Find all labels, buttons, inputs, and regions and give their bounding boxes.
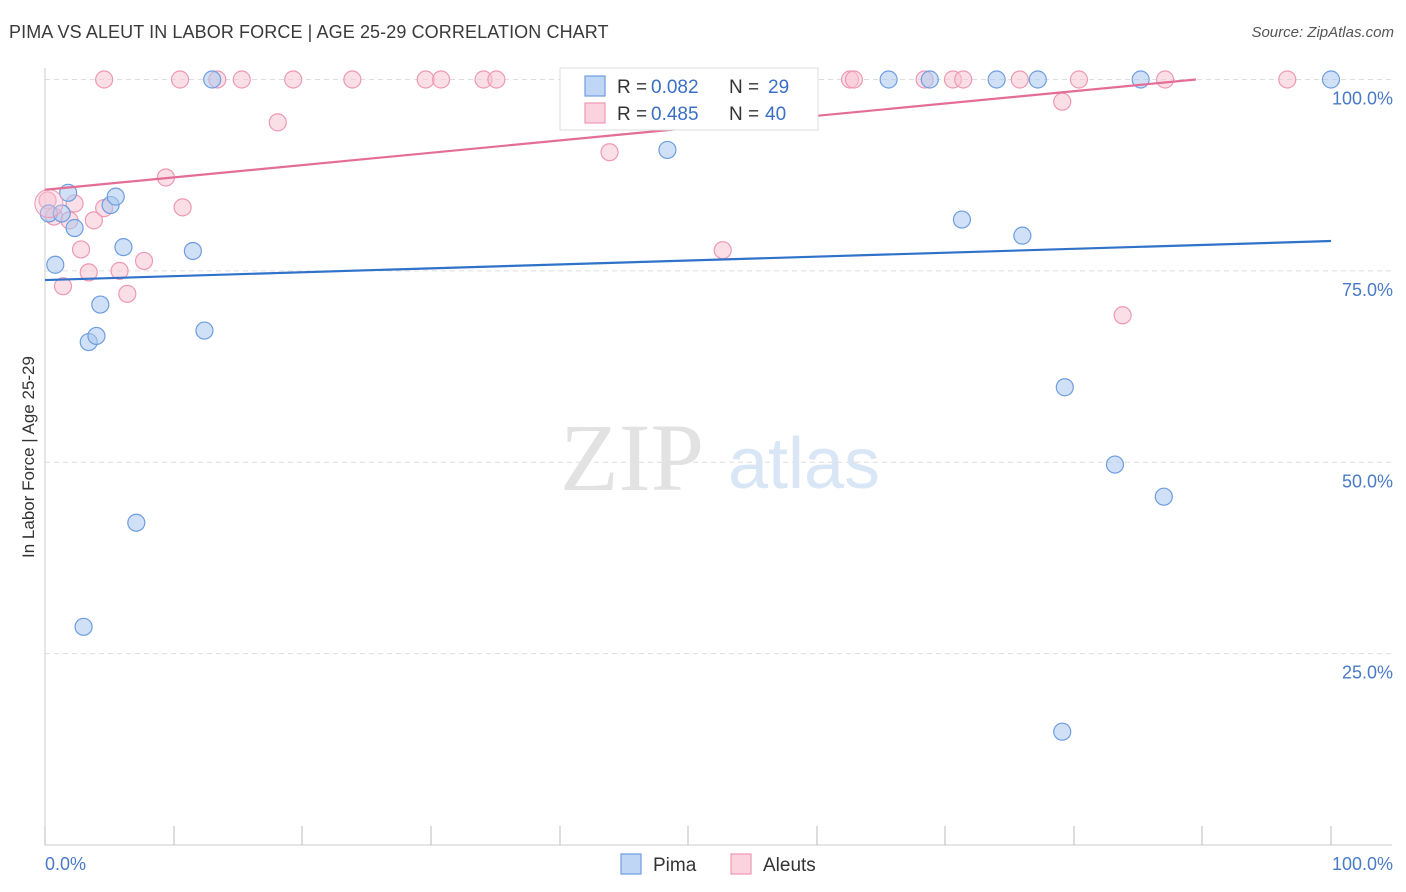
pima-point-27	[1154, 487, 1173, 506]
aleut-point-15	[173, 198, 192, 217]
scatter-points	[34, 70, 1341, 741]
watermark-zip: ZIP	[560, 404, 704, 511]
pima-point-17	[879, 70, 898, 89]
legend-swatch-pima	[584, 75, 606, 97]
aleut-point-6	[79, 263, 98, 282]
bottom-legend-label-pima: Pima	[653, 855, 697, 876]
pima-point-10	[106, 187, 125, 206]
aleut-point-19	[284, 70, 303, 89]
aleut-point-18	[268, 113, 287, 132]
pima-point-2	[52, 204, 71, 223]
pima-point-19	[952, 210, 972, 229]
pima-point-23	[1053, 722, 1072, 741]
aleut-point-20	[343, 70, 362, 89]
aleut-point-17	[232, 70, 251, 89]
legend-box: R = 0.082 N = 29 R = 0.485 N = 40	[559, 67, 819, 131]
aleut-point-7	[84, 211, 103, 230]
pima-point-21	[1013, 226, 1032, 245]
aleut-point-22	[431, 70, 451, 89]
y-tick-label-100: 100.0%	[1332, 89, 1393, 109]
pima-point-12	[127, 513, 146, 532]
legend-n-label-pima: N =	[729, 77, 759, 98]
pima-point-24	[1055, 378, 1074, 397]
bottom-legend-swatch-pima	[620, 853, 642, 875]
pima-point-18	[920, 70, 939, 89]
watermark: ZIP atlas	[560, 404, 880, 511]
legend-r-label-pima: R =	[617, 77, 647, 98]
aleut-point-14	[170, 70, 190, 89]
aleut-point-34	[1010, 70, 1029, 89]
pima-point-4	[65, 218, 84, 238]
legend-swatch-aleut	[584, 102, 606, 124]
pima-point-16	[658, 140, 677, 160]
aleut-point-27	[600, 143, 619, 162]
pima-point-28	[1321, 70, 1341, 89]
aleut-point-21	[416, 70, 435, 89]
aleut-point-24	[487, 70, 506, 89]
y-tick-label-25: 25.0%	[1342, 663, 1393, 683]
aleut-trend-line	[44, 78, 1197, 191]
chart-title: PIMA VS ALEUT IN LABOR FORCE | AGE 25-29…	[9, 22, 609, 42]
pima-point-15	[203, 70, 222, 89]
legend-n-value-pima: 29	[768, 77, 789, 98]
aleut-point-12	[134, 251, 154, 271]
x-tick-label-min: 0.0%	[45, 854, 86, 874]
pima-point-1	[46, 255, 65, 274]
grid-lines	[45, 79, 1392, 655]
trend-lines	[44, 78, 1332, 282]
legend-r-value-aleut: 0.485	[651, 104, 699, 125]
aleut-point-5	[71, 240, 91, 259]
legend-r-value-pima: 0.082	[651, 77, 699, 98]
aleut-point-35	[1053, 92, 1072, 111]
pima-point-5	[74, 617, 93, 636]
x-tick-labels: 0.0% 100.0%	[45, 854, 1393, 874]
aleut-point-10	[110, 261, 129, 280]
aleut-point-39	[1278, 70, 1297, 89]
pima-point-13	[183, 241, 202, 261]
aleut-point-11	[118, 284, 137, 303]
y-tick-labels: 25.0% 50.0% 75.0% 100.0%	[1332, 89, 1393, 683]
x-tick-label-max: 100.0%	[1332, 854, 1393, 874]
pima-point-8	[91, 295, 110, 314]
y-axis-label: In Labor Force | Age 25-29	[19, 356, 38, 558]
y-tick-label-75: 75.0%	[1342, 280, 1393, 300]
legend-n-label-aleut: N =	[729, 104, 759, 125]
watermark-atlas: atlas	[728, 424, 880, 504]
aleut-point-9	[95, 70, 114, 89]
aleut-point-38	[1156, 70, 1175, 89]
legend-r-label-aleut: R =	[617, 104, 647, 125]
pima-point-20	[987, 70, 1006, 89]
aleut-point-33	[954, 70, 973, 89]
pima-point-25	[1105, 455, 1125, 474]
bottom-legend: Pima Aleuts	[620, 853, 816, 876]
aleut-point-30	[844, 70, 863, 89]
aleut-point-2	[53, 277, 73, 296]
bottom-legend-label-aleut: Aleuts	[763, 855, 816, 876]
legend-n-value-aleut: 40	[765, 104, 786, 125]
y-tick-label-50: 50.0%	[1342, 471, 1393, 491]
aleut-point-36	[1069, 70, 1089, 89]
pima-trend-line	[44, 239, 1332, 282]
aleut-point-37	[1113, 306, 1132, 325]
axes	[44, 68, 1392, 846]
source-credit: Source: ZipAtlas.com	[1251, 24, 1394, 41]
pima-point-7	[87, 326, 106, 346]
aleut-cluster-point	[34, 189, 64, 219]
pima-point-11	[114, 238, 133, 257]
bottom-legend-swatch-aleut	[730, 853, 752, 875]
aleut-point-28	[713, 241, 732, 260]
pima-point-22	[1028, 70, 1047, 89]
pima-point-14	[195, 321, 214, 340]
